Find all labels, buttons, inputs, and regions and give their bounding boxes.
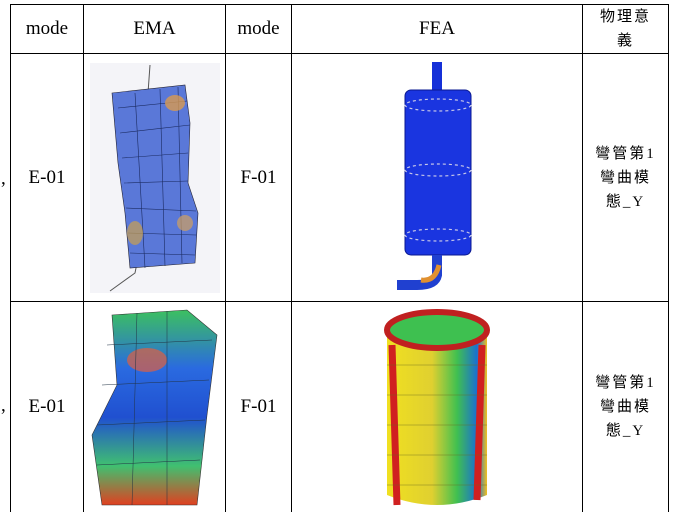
- cell: E-01: [11, 54, 84, 302]
- cell: F-01: [226, 302, 292, 512]
- stray-comma: ,: [1, 168, 6, 190]
- stray-comma: ,: [1, 395, 6, 417]
- cell: F-01: [226, 54, 292, 302]
- line: 彎曲模: [583, 395, 668, 419]
- image-cell: [292, 302, 583, 512]
- image-cell: [292, 54, 583, 302]
- line: 物理意: [583, 5, 668, 29]
- image-cell: [84, 54, 226, 302]
- header-cell: EMA: [84, 5, 226, 54]
- line: 彎曲模: [583, 166, 668, 190]
- line: 義: [583, 29, 668, 53]
- image-cell: [84, 302, 226, 512]
- line: 態_Y: [583, 190, 668, 214]
- header-cell: mode: [226, 5, 292, 54]
- fea-image: [382, 305, 492, 510]
- ema-image: [87, 305, 223, 510]
- fea-image: [377, 60, 497, 295]
- cell: E-01: [11, 302, 84, 512]
- line: 態_Y: [583, 419, 668, 443]
- header-row: mode EMA mode FEA 物理意義: [11, 5, 669, 54]
- header-cell: 物理意義: [583, 5, 669, 54]
- ema-image: [90, 63, 220, 293]
- header-cell: FEA: [292, 5, 583, 54]
- page: {"table":{"header":["mode","EMA","mode",…: [0, 0, 679, 506]
- line: 彎管第1: [583, 142, 668, 166]
- line: 彎管第1: [583, 371, 668, 395]
- header-cell: mode: [11, 5, 84, 54]
